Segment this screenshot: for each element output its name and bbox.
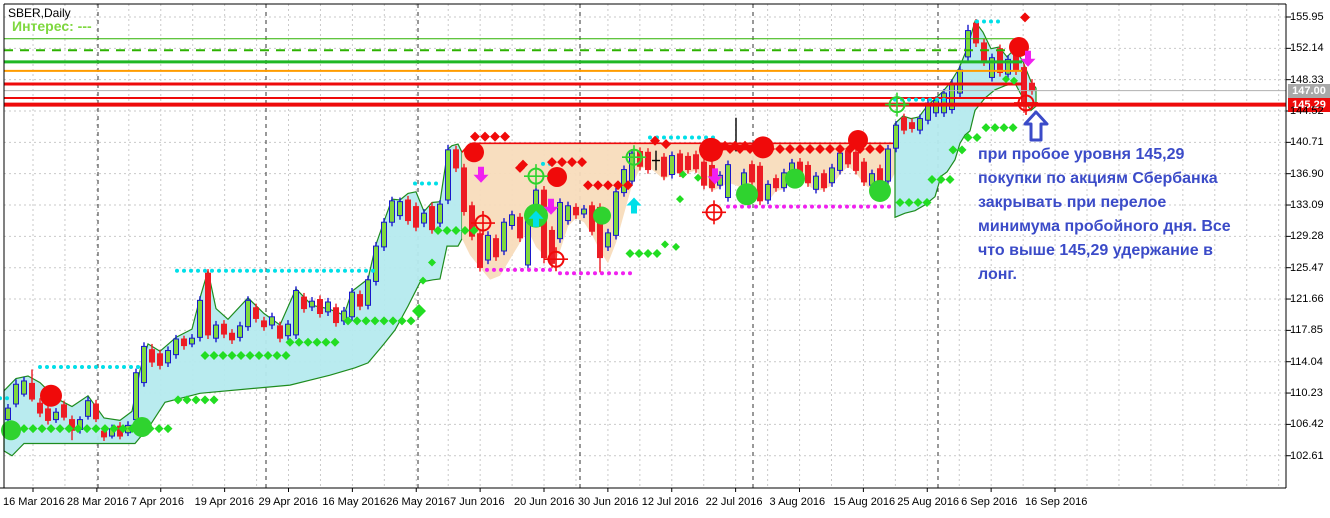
symbol-label: SBER,Daily: [8, 6, 71, 20]
date-axis-label: 12 Jul 2016: [641, 496, 699, 508]
blue-up-arrow-icon: [1023, 110, 1049, 142]
date-axis-label: 28 Mar 2016: [66, 496, 129, 508]
date-axis-label: 29 Apr 2016: [258, 496, 318, 508]
annotation-line: что выше 145,29 удержание в: [978, 242, 1213, 259]
level-price-badge: 145.29: [1288, 97, 1330, 112]
date-axis-label: 26 May 2016: [386, 496, 450, 508]
annotation-line: минимума пробойного дня. Все: [978, 218, 1231, 235]
date-axis-label: 6 Sep 2016: [961, 496, 1018, 508]
interest-level-label: Интерес: ---: [12, 18, 92, 34]
crosshair-markers: [471, 90, 1038, 272]
price-axis-label: 102.61: [1290, 449, 1324, 462]
annotation-line: закрывать при перелое: [978, 194, 1167, 211]
date-axis-label: 3 Aug 2016: [769, 496, 826, 508]
price-axis-label: 155.95: [1290, 11, 1324, 23]
date-axis-label: 20 Jun 2016: [514, 496, 575, 508]
date-axis-label: 25 Aug 2016: [897, 496, 960, 508]
price-axis-label: 110.23: [1290, 387, 1323, 400]
price-axis[interactable]: 155.95 152.14 148.33 144.52 140.71 136.90 133.…: [1288, 0, 1330, 488]
date-axis-label: 22 Jul 2016: [705, 496, 763, 508]
date-axis-label: 16 May 2016: [322, 496, 386, 508]
date-axis-label: 16 Mar 2016: [3, 496, 65, 508]
current-price-badge: 147.00: [1288, 83, 1330, 98]
date-axis[interactable]: 16 Mar 2016 28 Mar 2016 7 Apr 2016 19 Apr 2…: [0, 490, 1330, 518]
price-axis-label: 114.04: [1290, 355, 1323, 368]
price-axis-label: 106.42: [1290, 418, 1324, 431]
date-axis-label: 30 Jun 2016: [577, 496, 639, 508]
price-axis-label: 121.66: [1290, 293, 1324, 306]
date-axis-label: 7 Apr 2016: [130, 496, 184, 508]
interest-hlines: [4, 38, 1286, 107]
price-axis-label: 148.33: [1290, 73, 1324, 86]
annotation-line: при пробое уровня 145,29: [978, 146, 1185, 163]
price-axis-label: 140.71: [1290, 136, 1324, 149]
price-axis-label: 144.52: [1290, 105, 1324, 117]
signal-arrows: [473, 50, 1036, 227]
price-axis-label: 129.28: [1290, 230, 1324, 243]
signal-circles: [1, 37, 1029, 441]
annotation-line: покупки по акциям Сбербанка: [978, 170, 1218, 187]
annotation-line: лонг.: [978, 266, 1017, 283]
date-axis-label: 16 Sep 2016: [1025, 496, 1088, 508]
date-axis-label: 19 Apr 2016: [194, 496, 254, 508]
price-axis-label: 152.14: [1290, 42, 1324, 55]
price-axis-label: 117.85: [1290, 324, 1323, 337]
price-axis-label: 133.09: [1290, 199, 1324, 212]
green-diamond-trail: [1, 75, 1018, 434]
axes-frame: [0, 3, 1291, 492]
date-axis-label: 7 Jun 2016: [450, 496, 505, 508]
annotation-text: при пробое уровня 145,29 покупки по акци…: [978, 143, 1248, 287]
price-axis-label: 125.47: [1290, 261, 1324, 274]
price-axis-label: 136.90: [1290, 167, 1324, 180]
date-axis-label: 15 Aug 2016: [833, 496, 896, 508]
